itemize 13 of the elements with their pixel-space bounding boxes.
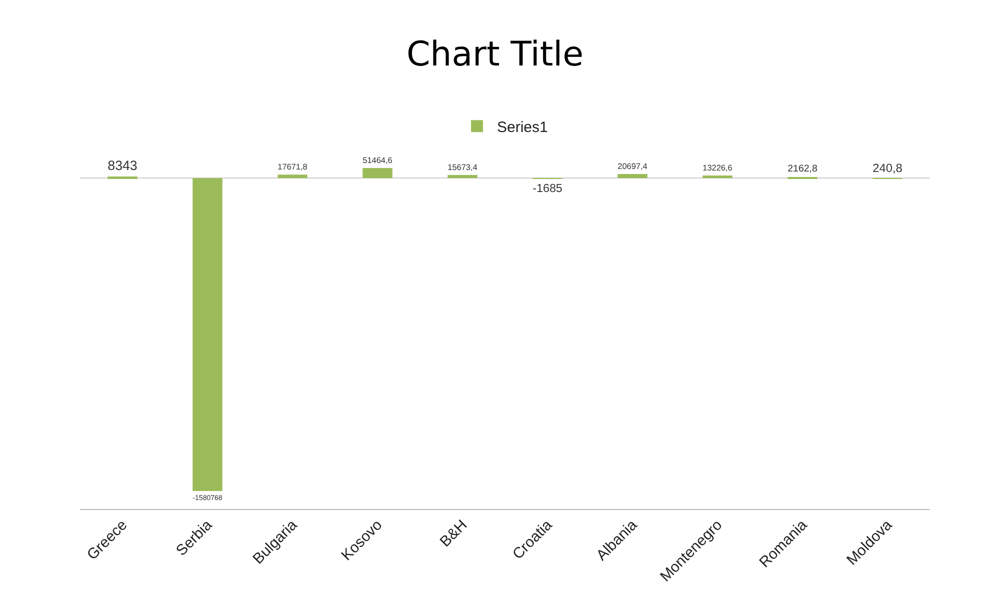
bar bbox=[448, 175, 478, 178]
bar bbox=[618, 174, 648, 178]
data-label: 2162,8 bbox=[788, 163, 818, 174]
bar bbox=[108, 176, 138, 179]
bar bbox=[702, 176, 732, 178]
data-label: -1685 bbox=[532, 182, 562, 196]
bar bbox=[278, 174, 308, 178]
legend-label: Series1 bbox=[497, 118, 548, 136]
data-label: 240,8 bbox=[872, 160, 903, 175]
bar bbox=[362, 168, 392, 178]
chart-title: Chart Title bbox=[406, 34, 584, 75]
bar bbox=[192, 178, 222, 492]
data-label: 8343 bbox=[108, 158, 138, 173]
